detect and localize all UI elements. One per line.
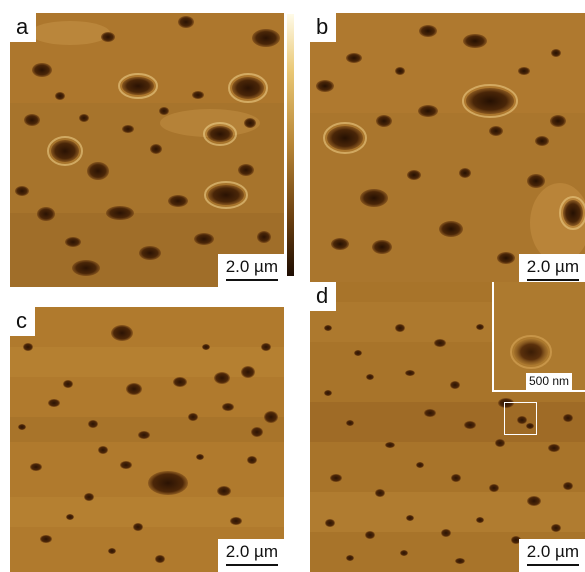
- inset-scale-bar: 500 nm: [526, 373, 573, 390]
- afm-panel-c: c 2.0 µm: [10, 307, 284, 572]
- scale-bar-line-d: [526, 564, 579, 566]
- zoom-inset: [492, 282, 585, 392]
- panel-label-d: d: [310, 282, 337, 311]
- scale-bar-line-b: [526, 279, 579, 281]
- scale-bar-label-c: 2.0 µm: [225, 542, 278, 561]
- scale-bar-line-a: [225, 279, 278, 281]
- panel-label-a: a: [10, 13, 37, 42]
- afm-panel-a: a 2.0 µm: [10, 13, 284, 287]
- scale-bar-label-a: 2.0 µm: [225, 257, 278, 276]
- scale-bar-a: 2.0 µm: [217, 254, 284, 287]
- panel-label-c: c: [10, 307, 35, 336]
- scale-bar-label-b: 2.0 µm: [526, 257, 579, 276]
- height-color-scale: [287, 14, 294, 276]
- afm-image-c: [10, 307, 284, 572]
- panel-label-b: b: [310, 13, 337, 42]
- inset-image: [494, 282, 585, 390]
- afm-panel-b: b 2.0 µm: [310, 13, 585, 287]
- scale-bar-c: 2.0 µm: [217, 539, 284, 572]
- inset-region-marker: [504, 402, 537, 435]
- afm-panel-d: d 500 nm 2.0 µm: [310, 282, 585, 572]
- scale-bar-label-d: 2.0 µm: [526, 542, 579, 561]
- afm-image-b: [310, 13, 585, 287]
- afm-image-a: [10, 13, 284, 287]
- scale-bar-d: 2.0 µm: [518, 539, 585, 572]
- scale-bar-b: 2.0 µm: [518, 254, 585, 287]
- scale-bar-line-c: [225, 564, 278, 566]
- inset-scale-bar-label: 500 nm: [529, 374, 570, 388]
